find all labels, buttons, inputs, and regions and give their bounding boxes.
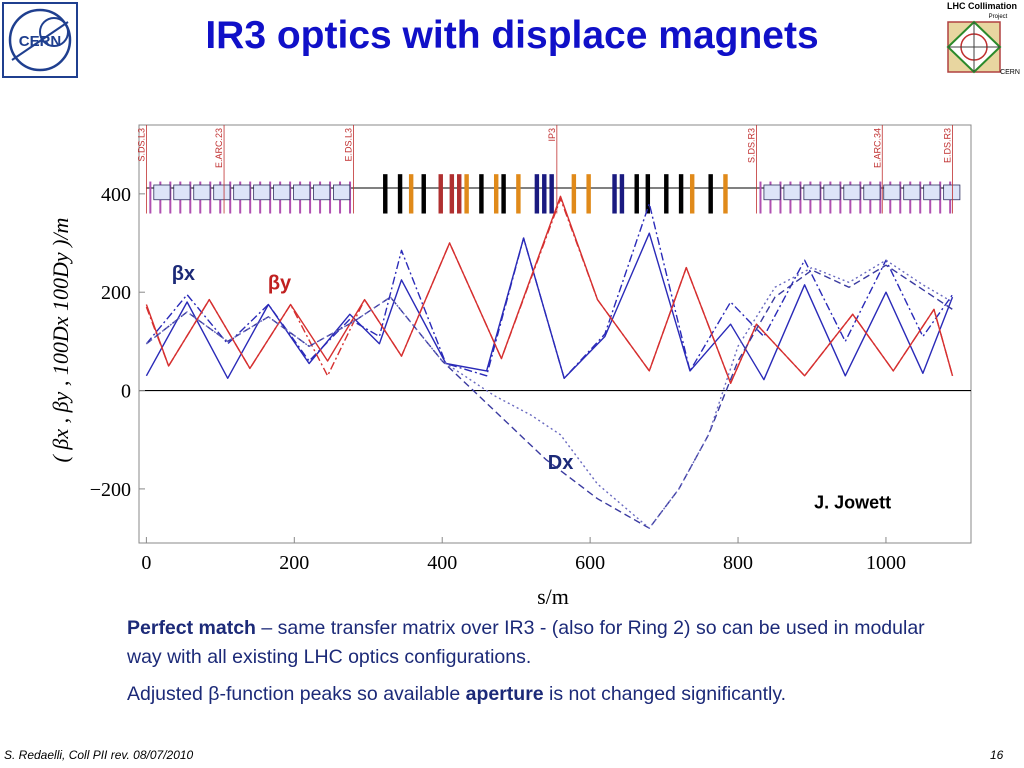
aperture-bold: aperture <box>465 683 544 705</box>
page-number: 16 <box>990 748 1004 762</box>
lattice-element <box>612 174 617 214</box>
series-line-dx2 <box>145 259 953 529</box>
chart-annotation: βy <box>268 273 292 295</box>
cern-logo-text: CERN <box>19 33 62 50</box>
x-tick-label: 200 <box>279 552 309 574</box>
lattice-element <box>501 174 506 214</box>
lattice-element <box>408 174 414 214</box>
lattice-dipole <box>763 184 781 201</box>
section-marker-label: E.ARC.34 <box>872 128 882 168</box>
lattice-element <box>421 174 426 214</box>
lattice-dipole <box>313 184 331 201</box>
chart-annotation: Dx <box>548 452 574 474</box>
x-tick-label: 0 <box>141 552 151 574</box>
lattice-dipole <box>213 184 231 201</box>
slide-title: IR3 optics with displace magnets <box>205 14 819 57</box>
x-tick-label: 800 <box>723 552 753 574</box>
lattice-magnet <box>149 181 152 214</box>
lattice-element <box>586 174 591 214</box>
lattice-dipole <box>903 184 921 201</box>
x-axis-label: s/m <box>537 584 569 609</box>
lattice-dipole <box>253 184 271 201</box>
lattice-element <box>438 174 443 214</box>
lattice-layout <box>146 174 961 214</box>
lattice-element <box>689 174 695 214</box>
lattice-element <box>723 174 728 214</box>
lattice-element <box>645 174 651 214</box>
lattice-element <box>542 174 547 214</box>
lattice-dipole <box>193 184 211 201</box>
section-marker-label: E.DS.L3 <box>343 128 353 162</box>
lhc-collimation-logo-icon: LHC Collimation Project CERN <box>946 1 1020 76</box>
lattice-element <box>678 174 684 214</box>
y-tick-label: 200 <box>101 282 131 304</box>
lattice-element <box>634 174 639 214</box>
lattice-dipole <box>333 184 351 201</box>
section-marker-label: S.DS.R3 <box>747 128 757 163</box>
lattice-element <box>493 174 499 214</box>
y-tick-label: 0 <box>121 381 131 403</box>
lattice-element <box>571 174 577 214</box>
lattice-element <box>397 174 403 214</box>
plot-frame <box>138 124 972 544</box>
y-tick-label: −200 <box>90 479 131 501</box>
lattice-magnet <box>759 181 762 214</box>
cern-small-text: CERN <box>1000 69 1020 76</box>
project-text: Project <box>989 14 1008 20</box>
lattice-dipole <box>943 184 961 201</box>
section-marker-label: IP3 <box>547 128 557 142</box>
footer-author: S. Redaelli, Coll PII rev. 08/07/2010 <box>4 748 194 762</box>
lattice-dipole <box>823 184 841 201</box>
x-tick-label: 1000 <box>866 552 906 574</box>
lattice-element <box>664 174 669 214</box>
aperture-pre: Adjusted β-function peaks so available <box>127 683 466 705</box>
lattice-dipole <box>843 184 861 201</box>
lattice-element <box>619 174 625 214</box>
lattice-element <box>516 174 521 214</box>
section-marker-label: E.ARC.23 <box>214 128 224 168</box>
lattice-dipole <box>863 184 881 201</box>
lattice-element <box>449 174 455 214</box>
body-paragraph-1: Perfect match – same transfer matrix ove… <box>127 614 957 672</box>
lattice-element <box>457 174 462 214</box>
body-paragraph-2: Adjusted β-function peaks so available a… <box>127 680 987 709</box>
lattice-dipole <box>883 184 901 201</box>
x-tick-label: 400 <box>427 552 457 574</box>
lattice-dipole <box>173 184 191 201</box>
lattice-dipole <box>803 184 821 201</box>
perfect-match-rest: – same transfer matrix over IR3 - (also … <box>127 617 925 668</box>
y-axis-label: ( βx , βy , 100Dx 100Dy )/m <box>48 218 73 463</box>
series-line-by2 <box>145 198 954 384</box>
y-tick-label: 400 <box>101 184 131 206</box>
lattice-element <box>464 174 469 214</box>
lattice-dipole <box>783 184 801 201</box>
chart-annotation: J. Jowett <box>814 493 891 513</box>
x-tick-label: 600 <box>575 552 605 574</box>
lattice-element <box>479 174 484 214</box>
optics-chart: S.DS.L3 E.ARC.23 E.DS.L3 IP3 S.DS.R3 E.ARC.34… <box>48 124 972 609</box>
perfect-match-bold: Perfect match <box>127 617 256 639</box>
aperture-post: is not changed significantly. <box>543 683 787 705</box>
lattice-element <box>383 174 388 214</box>
cern-logo-icon: CERN <box>2 2 78 78</box>
lattice-element <box>549 174 554 214</box>
lattice-dipole <box>153 184 171 201</box>
lattice-element <box>708 174 713 214</box>
lattice-dipole <box>293 184 311 201</box>
lattice-dipole <box>273 184 291 201</box>
lattice-element <box>534 174 540 214</box>
lattice-dipole <box>923 184 941 201</box>
series-line-bx1 <box>145 232 954 381</box>
chart-annotation: βx <box>172 263 195 285</box>
section-marker-label: S.DS.L3 <box>136 128 146 162</box>
section-marker-label: E.DS.R3 <box>943 128 953 163</box>
lhc-collimation-text: LHC Collimation <box>947 1 1017 11</box>
lattice-dipole <box>233 184 251 201</box>
